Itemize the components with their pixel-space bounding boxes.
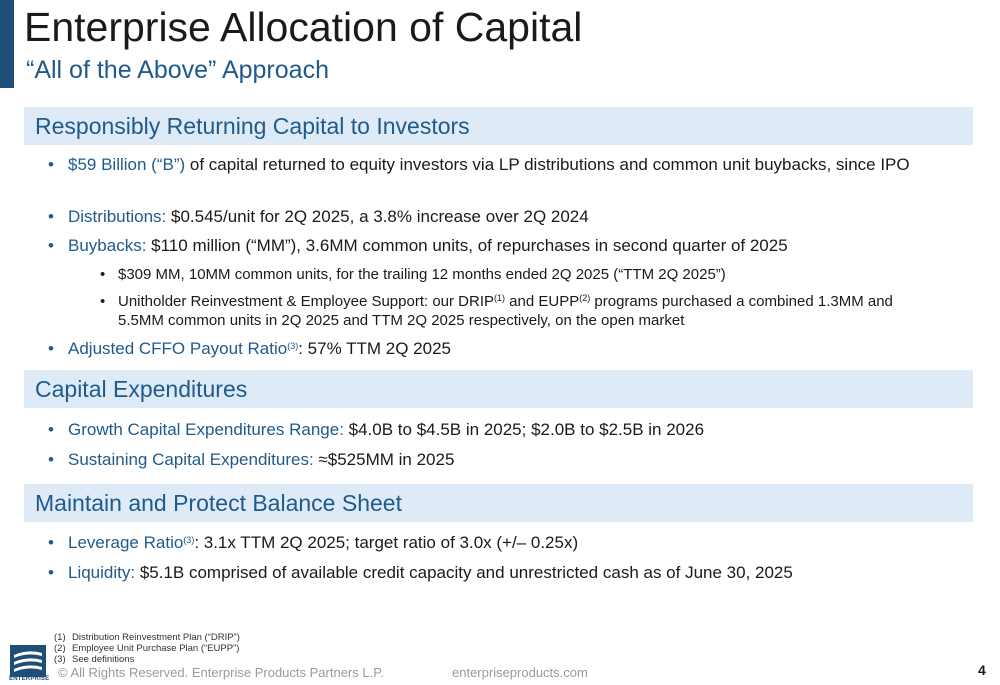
bullet-label: Sustaining Capital Expenditures: xyxy=(68,450,314,469)
bullet-label: Leverage Ratio xyxy=(68,533,184,552)
bullet-dot: • xyxy=(48,420,54,439)
footnote-ref: (1) xyxy=(494,293,506,303)
sub-bullet-text: programs purchased a combined 1.3MM and … xyxy=(118,293,893,329)
footnote-item: (3) See definitions xyxy=(54,654,135,665)
section-header-balance-sheet: Maintain and Protect Balance Sheet xyxy=(24,484,973,522)
bullet-label: Liquidity: xyxy=(68,563,136,582)
bullet-label: Growth Capital Expenditures Range: xyxy=(68,420,344,439)
bullet-text: : 3.1x TTM 2Q 2025; target ratio of 3.0x… xyxy=(194,533,579,552)
sub-bullet-dot: • xyxy=(100,266,106,283)
bullet-label: Buybacks: xyxy=(68,236,147,255)
bullet-label: Adjusted CFFO Payout Ratio xyxy=(68,339,288,358)
copyright-text: © All Rights Reserved. Enterprise Produc… xyxy=(58,665,384,680)
sub-bullet-text: $309 MM, 10MM common units, for the trai… xyxy=(118,266,726,283)
sub-bullet-dot: • xyxy=(100,293,106,310)
sub-bullet-text: and EUPP xyxy=(505,293,580,310)
bullet-dot: • xyxy=(48,339,54,358)
bullet-label: $59 Billion (“B”) xyxy=(68,155,186,174)
page-subtitle: “All of the Above” Approach xyxy=(26,56,329,84)
section-header-returning-capital: Responsibly Returning Capital to Investo… xyxy=(24,107,973,145)
bullet-text: ≈$525MM in 2025 xyxy=(313,450,455,469)
website-link[interactable]: enterpriseproducts.com xyxy=(452,665,588,680)
bullet-text: $4.0B to $4.5B in 2025; $2.0B to $2.5B i… xyxy=(343,420,705,439)
bullet-dot: • xyxy=(48,207,54,226)
bullet-text: $5.1B comprised of available credit capa… xyxy=(135,563,793,582)
bullet-text: of capital returned to equity investors … xyxy=(185,155,910,174)
bullet-dot: • xyxy=(48,236,54,255)
bullet-dot: • xyxy=(48,563,54,582)
bullet-text: $110 million (“MM”), 3.6MM common units,… xyxy=(146,236,788,255)
enterprise-logo-icon xyxy=(10,645,46,677)
page-number: 4 xyxy=(978,662,986,678)
sub-bullet-text: Unitholder Reinvestment & Employee Suppo… xyxy=(118,293,495,310)
footnote-item: (1) Distribution Reinvestment Plan (“DRIP… xyxy=(54,632,240,643)
bullet-text: $0.545/unit for 2Q 2025, a 3.8% increase… xyxy=(166,207,589,226)
page-title: Enterprise Allocation of Capital xyxy=(24,4,583,50)
bullet-text: : 57% TTM 2Q 2025 xyxy=(298,339,451,358)
bullet-label: Distributions: xyxy=(68,207,167,226)
footnote-ref: (2) xyxy=(579,293,591,303)
logo-wordmark: ENTERPRISE xyxy=(9,676,50,682)
footnotes: (1) Distribution Reinvestment Plan (“DRIP… xyxy=(54,632,240,665)
footnote-item: (2) Employee Unit Purchase Plan (“EUPP”) xyxy=(54,643,240,654)
bullet-dot: • xyxy=(48,155,54,174)
bullet-dot: • xyxy=(48,533,54,552)
bullet-dot: • xyxy=(48,450,54,469)
footnote-ref: (3) xyxy=(287,341,299,351)
section-header-capex: Capital Expenditures xyxy=(24,370,973,408)
footnote-ref: (3) xyxy=(183,535,195,545)
title-accent-bar xyxy=(0,0,14,88)
